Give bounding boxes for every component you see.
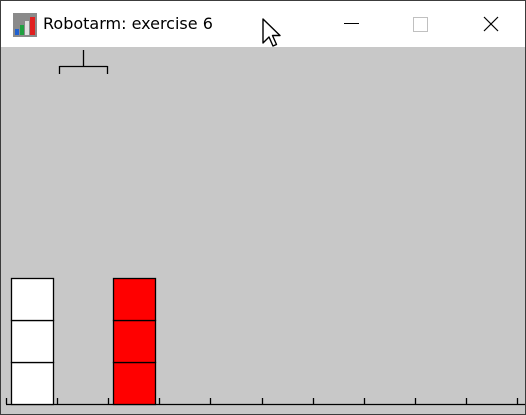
block-red (112, 319, 157, 364)
block-white (10, 361, 55, 406)
close-icon (483, 16, 499, 32)
minimize-icon (344, 23, 359, 24)
mouse-cursor-icon (262, 18, 281, 47)
block-white (10, 319, 55, 364)
minimize-button[interactable] (328, 1, 374, 47)
robot-arm-gripper (58, 50, 109, 74)
window-title: Robotarm: exercise 6 (43, 14, 213, 33)
block-red (112, 361, 157, 406)
scene-drawing (5, 50, 525, 406)
title-bar[interactable]: Robotarm: exercise 6 (1, 1, 525, 47)
maximize-button[interactable] (396, 1, 442, 47)
robotarm-app-icon (13, 13, 37, 37)
close-button[interactable] (467, 1, 513, 47)
robot-scene (1, 47, 525, 414)
block-white (10, 277, 55, 322)
block-red (112, 277, 157, 322)
maximize-icon (413, 17, 428, 32)
